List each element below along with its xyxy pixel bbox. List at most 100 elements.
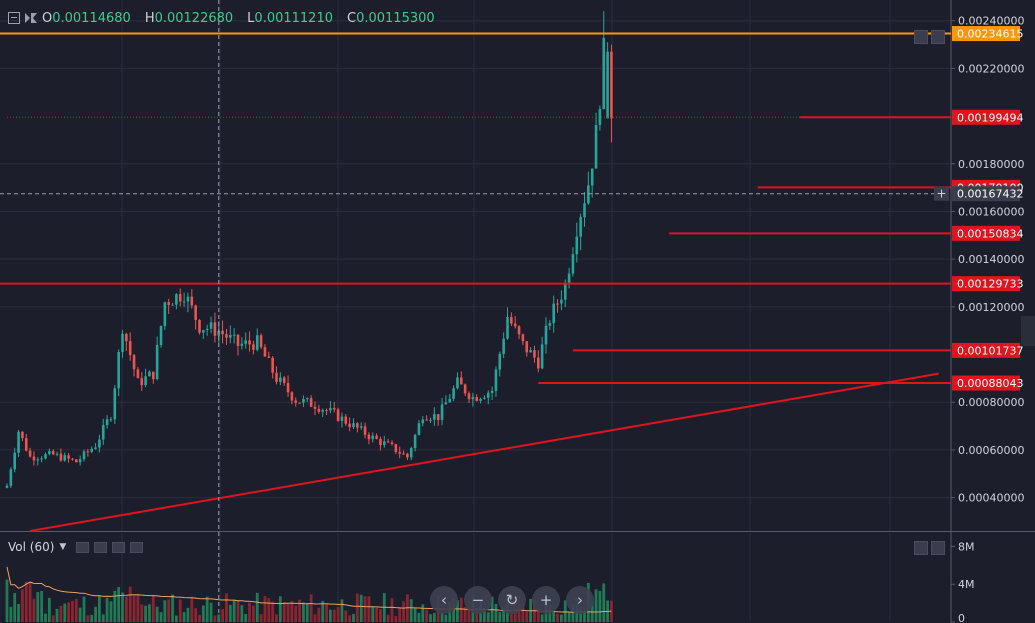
volume-bar [444,614,448,622]
more-icon[interactable] [112,541,126,553]
candle [275,366,278,385]
candle-body [309,398,313,407]
candle-body [571,254,575,274]
candle-body [598,109,602,126]
volume-bar [540,614,544,622]
reset-chart-button[interactable]: ↻ [498,586,526,614]
volume-bar [352,613,355,622]
volume-bar [98,595,101,622]
volume-bar [367,596,371,622]
volume-bar [228,604,232,622]
volume-bar [255,592,259,622]
volume-bar [136,594,140,622]
candle [267,351,271,359]
candle-body [240,343,244,346]
volume-bar [348,615,352,622]
candle-body [244,340,247,344]
candle-body [567,273,571,284]
zoom-out-button[interactable]: − [464,586,492,614]
candle [367,432,371,445]
candle [525,341,529,357]
volume-bar [521,603,525,622]
candle-body [444,402,448,405]
collapse-icon[interactable] [8,12,20,24]
candle-body [583,203,586,218]
candle-body [456,377,459,389]
candle-body [5,485,9,488]
candle [352,418,355,429]
side-panel-toggle[interactable] [1021,316,1035,346]
price-tick-label: 0.00140000 [958,253,1024,266]
candle [317,404,321,414]
candle [175,293,178,310]
volume-bar [321,600,325,622]
candle-body [386,441,390,443]
pane-down-button[interactable] [914,30,928,44]
settings-icon[interactable] [94,541,108,553]
candle-body [271,357,274,373]
volume-bar [379,609,382,622]
candle [571,247,575,277]
volume-pane-controls [914,541,945,555]
candle-body [263,347,267,357]
candle [302,395,305,407]
candle-body [560,299,563,304]
candle [5,483,9,489]
price-tick-label: 0.00120000 [958,301,1024,314]
candle [178,288,182,307]
volume-bar [236,600,240,622]
candle-body [363,426,367,435]
pane-maximize-button[interactable] [931,30,945,44]
candle [90,446,93,454]
volume-bar [105,597,109,622]
caret-down-icon[interactable]: ▼ [59,542,67,552]
candle-body [606,51,609,119]
candle [94,443,97,450]
candle-body [94,447,97,449]
candle-body [367,434,371,440]
candle [583,192,586,227]
volume-bar [355,593,359,622]
candle-body [325,410,328,412]
candle [417,419,421,436]
volume-bar [117,587,121,622]
candle [460,371,463,385]
volume-bar [390,598,394,622]
candle-body [313,406,317,409]
volume-pane-up-button[interactable] [914,541,928,555]
candle-body [448,398,452,403]
candle [386,438,390,443]
candle [190,289,194,309]
candle [363,422,367,439]
volume-legend[interactable]: Vol (60) ▼ [8,538,144,556]
candle-body [267,356,271,358]
candle [560,290,563,311]
candle [32,451,36,466]
candle-body [205,328,209,331]
add-alert-icon[interactable]: + [934,186,949,201]
candle-body [383,441,386,446]
zoom-in-button[interactable]: + [532,586,560,614]
candle [202,329,205,339]
candle [533,345,536,363]
candle-body [537,357,540,369]
candle [298,402,301,404]
volume-bar [248,602,251,622]
volume-bar [556,613,559,622]
visibility-icon[interactable] [76,541,90,553]
volume-bar [217,614,221,622]
candle-body [194,305,197,320]
volume-bar [329,609,332,622]
remove-icon[interactable] [130,541,144,553]
scroll-right-button[interactable]: › [566,586,594,614]
scroll-left-button[interactable]: ‹ [430,586,458,614]
candle-body [132,355,136,370]
volume-pane-maximize-button[interactable] [931,541,945,555]
volume-bar [432,612,436,622]
candle [290,390,294,405]
price-label-text: 0.00101737 [957,344,1023,357]
candle-body [506,317,509,339]
candle-body [186,296,190,302]
candle [13,447,16,473]
